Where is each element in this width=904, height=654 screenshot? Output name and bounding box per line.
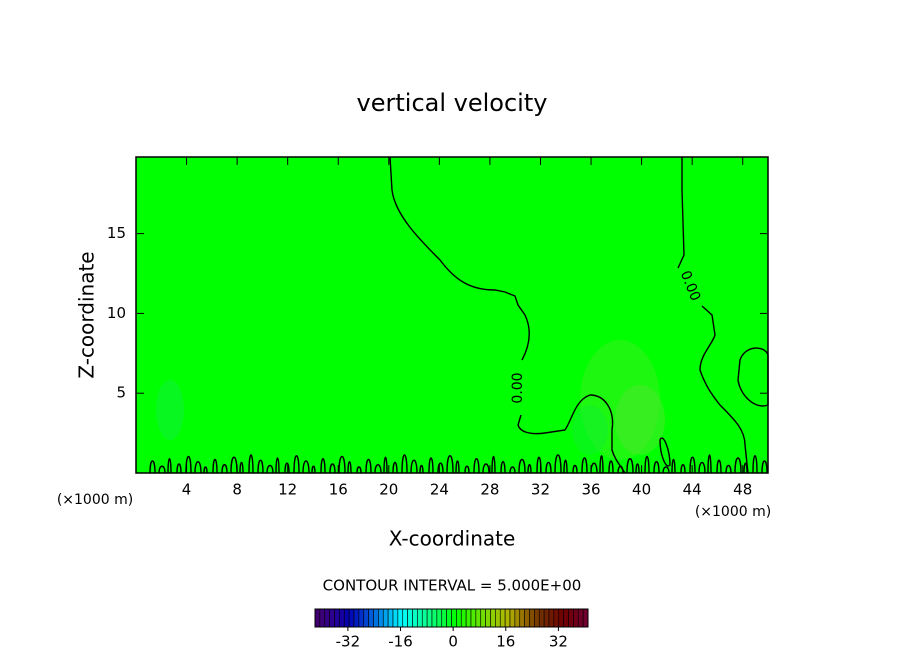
colorbar-swatch — [470, 608, 477, 628]
colorbar-swatch — [485, 608, 491, 628]
colorbar-swatch — [465, 608, 472, 628]
contour-line — [149, 454, 768, 474]
field-patch — [572, 405, 608, 455]
colorbar-swatch — [538, 608, 545, 628]
colorbar-swatch — [339, 608, 345, 628]
colorbar-tick-label: -32 — [336, 633, 361, 651]
y-tick-label: 10 — [107, 304, 126, 322]
colorbar-swatch — [353, 608, 360, 628]
field — [136, 157, 768, 473]
colorbar-swatch — [582, 608, 589, 628]
colorbar-swatch — [417, 608, 423, 628]
colorbar-swatch — [334, 608, 340, 628]
contours — [149, 156, 769, 474]
colorbar-swatch — [426, 608, 433, 628]
x-tick-label: 16 — [329, 481, 348, 499]
colorbar-swatch — [529, 608, 535, 628]
contour-line — [699, 305, 749, 474]
colorbar-swatch — [343, 608, 350, 628]
x-tick-label: 44 — [683, 481, 702, 499]
colorbar-swatch — [446, 608, 452, 628]
plot-frame — [135, 156, 769, 474]
colorbar-swatch — [368, 608, 374, 628]
colorbar-swatch — [324, 608, 330, 628]
colorbar-swatch — [456, 608, 462, 628]
colorbar-swatch — [504, 608, 511, 628]
contour-line — [677, 157, 685, 269]
colorbar-swatch — [412, 608, 418, 628]
colorbar-swatch — [441, 608, 447, 628]
colorbar: -32 -16 0 16 32 — [314, 608, 589, 651]
colorbar-swatch — [329, 608, 335, 628]
x-tick-label: 24 — [430, 481, 449, 499]
colorbar-swatch — [436, 608, 443, 628]
colorbar-swatch — [421, 608, 428, 628]
y-tick-label: 15 — [107, 224, 126, 242]
colorbar-swatch — [495, 608, 501, 628]
colorbar-swatch — [524, 608, 530, 628]
colorbar-swatch — [431, 608, 438, 628]
colorbar-swatch — [534, 608, 540, 628]
colorbar-swatch — [397, 608, 404, 628]
colorbar-swatch — [358, 608, 365, 628]
colorbar-swatch — [490, 608, 496, 628]
colorbar-swatch — [480, 608, 486, 628]
x-unit-label: (×1000 m) — [695, 504, 771, 520]
x-unit-label: (×1000 m) — [57, 492, 133, 508]
contour-interval: CONTOUR INTERVAL = 5.000E+00 — [323, 577, 582, 595]
colorbar-swatch — [363, 608, 369, 628]
contour-line — [659, 437, 671, 467]
field-patch — [615, 385, 665, 455]
x-tick-label: 8 — [232, 481, 242, 499]
x-tick-label: 48 — [733, 481, 752, 499]
x-tick-label: 40 — [632, 481, 651, 499]
colorbar-swatch — [514, 608, 521, 628]
x-axis-label: X-coordinate — [389, 527, 516, 551]
colorbar-swatch — [451, 608, 457, 628]
y-axis-label: Z-coordinate — [75, 251, 99, 378]
colorbar-swatch — [319, 608, 326, 628]
x-tick-label: 28 — [480, 481, 499, 499]
colorbar-swatch — [382, 608, 389, 628]
colorbar-swatch — [568, 608, 574, 628]
contour-line — [517, 394, 626, 474]
colorbar-tick-label: 32 — [549, 633, 568, 651]
x-tick-label: 12 — [278, 481, 297, 499]
colorbar-swatch — [475, 608, 482, 628]
colorbar-swatch — [573, 608, 579, 628]
colorbar-tick-label: -16 — [388, 633, 413, 651]
colorbar-swatch — [373, 608, 379, 628]
x-tick-label: 36 — [581, 481, 600, 499]
contour-line — [389, 156, 530, 361]
plot-area — [136, 157, 768, 473]
colorbar-swatch — [387, 608, 394, 628]
colorbar-swatch — [460, 608, 467, 628]
colorbar-swatch — [392, 608, 399, 628]
colorbar-frame — [314, 608, 589, 628]
colorbar-swatch — [558, 608, 564, 628]
colorbar-tick-label: 16 — [496, 633, 515, 651]
field-patch — [156, 380, 184, 440]
x-tick-label: 4 — [182, 481, 192, 499]
colorbar-swatch — [548, 608, 555, 628]
colorbar-swatch — [314, 608, 321, 628]
colorbar-swatch — [509, 608, 516, 628]
contour-label: 0.00 — [510, 372, 526, 403]
x-tick-label: 20 — [379, 481, 398, 499]
x-tick-label: 32 — [531, 481, 550, 499]
colorbar-swatch — [499, 608, 506, 628]
colorbar-swatch — [402, 608, 408, 628]
colorbar-swatch — [553, 608, 560, 628]
colorbar-swatch — [378, 608, 384, 628]
colorbar-swatch — [348, 608, 355, 628]
colorbar-swatch — [543, 608, 550, 628]
y-tick-label: 5 — [116, 384, 126, 402]
colorbar-tick-label: 0 — [448, 633, 458, 651]
colorbar-swatch — [563, 608, 569, 628]
colorbar-swatch — [519, 608, 525, 628]
colorbar-swatch — [577, 608, 584, 628]
chart-title: vertical velocity — [357, 89, 548, 117]
colorbar-swatch — [407, 608, 413, 628]
